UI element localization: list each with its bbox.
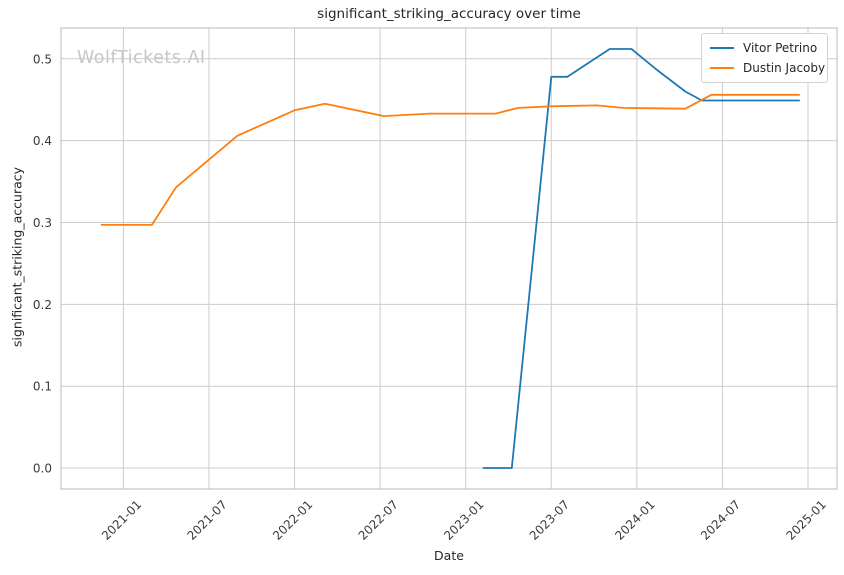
legend-label: Dustin Jacoby xyxy=(743,61,826,75)
plot-border xyxy=(60,27,838,490)
legend-line-swatch xyxy=(710,47,734,49)
legend-item: Vitor Petrino xyxy=(710,38,819,58)
x-tick-label: 2023-01 xyxy=(441,497,486,542)
gridlines xyxy=(61,28,837,489)
x-tick-label: 2022-07 xyxy=(356,497,401,542)
x-tick-label: 2024-07 xyxy=(698,497,743,542)
x-tick-label: 2022-01 xyxy=(270,497,315,542)
y-tick-labels: 0.0 0.1 0.2 0.3 0.4 0.5 xyxy=(33,52,52,475)
x-tick-labels: 2021-01 2021-07 2022-01 2022-07 2023-01 2023-… xyxy=(99,497,829,542)
y-axis-label: significant_striking_accuracy xyxy=(9,166,25,348)
y-tick-label: 0.5 xyxy=(33,52,52,66)
x-axis-label: Date xyxy=(434,548,464,563)
y-tick-label: 0.0 xyxy=(33,462,52,476)
data-lines xyxy=(101,48,800,469)
y-tick-label: 0.4 xyxy=(33,134,52,148)
x-tick-label: 2021-01 xyxy=(99,497,144,542)
x-tick-label: 2025-01 xyxy=(784,497,829,542)
legend-label: Vitor Petrino xyxy=(743,41,818,55)
y-tick-label: 0.2 xyxy=(33,298,52,312)
series-line-dustin-jacoby xyxy=(101,93,800,226)
y-tick-label: 0.3 xyxy=(33,216,52,230)
legend: Vitor Petrino Dustin Jacoby xyxy=(701,33,828,83)
chart-title: significant_striking_accuracy over time xyxy=(317,6,581,22)
x-tick-label: 2021-07 xyxy=(184,497,229,542)
watermark: WolfTickets.AI xyxy=(77,48,206,68)
legend-item: Dustin Jacoby xyxy=(710,58,825,78)
x-tick-label: 2023-07 xyxy=(527,497,572,542)
y-tick-label: 0.1 xyxy=(33,380,52,394)
legend-line-swatch xyxy=(710,67,734,69)
series-line-vitor-petrino xyxy=(482,48,800,469)
x-tick-label: 2024-01 xyxy=(612,497,657,542)
